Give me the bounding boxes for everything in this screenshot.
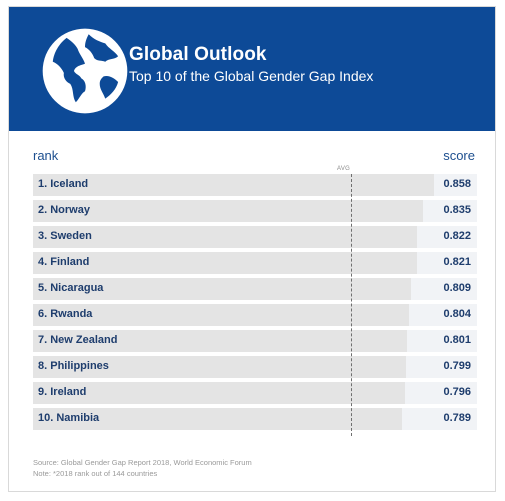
bar-row: 6. Rwanda 0.804 [33,304,477,326]
score-label: 0.821 [443,256,471,268]
source-text: Source: Global Gender Gap Report 2018, W… [33,458,252,467]
bar-row: 10. Namibia 0.789 [33,408,477,430]
score-label: 0.799 [443,360,471,372]
globe-icon [42,28,128,114]
bar [33,330,407,352]
bar-rows: 1. Iceland 0.858 2. Norway 0.835 3. Sweden 0.… [33,174,477,434]
country-label: 10. Namibia [38,412,100,424]
avg-reference-line [351,174,352,436]
bar-row: 7. New Zealand 0.801 [33,330,477,352]
source-footnote: Source: Global Gender Gap Report 2018, W… [33,457,252,479]
country-label: 1. Iceland [38,178,89,190]
score-label: 0.801 [443,334,471,346]
bar-row: 4. Finland 0.821 [33,252,477,274]
bar-row: 3. Sweden 0.822 [33,226,477,248]
bar [33,252,417,274]
bar-row: 8. Philippines 0.799 [33,356,477,378]
country-label: 8. Philippines [38,360,109,372]
score-label: 0.789 [443,412,471,424]
score-label: 0.858 [443,178,471,190]
bar-row: 9. Ireland 0.796 [33,382,477,404]
header-banner: Global Outlook Top 10 of the Global Gend… [9,7,495,131]
bar [33,356,406,378]
bar [33,226,417,248]
avg-label: AVG [337,166,351,172]
country-label: 3. Sweden [38,230,92,242]
country-label: 6. Rwanda [38,308,93,320]
score-label: 0.804 [443,308,471,320]
note-text: Note: *2018 rank out of 144 countries [33,469,158,478]
bar [33,174,434,196]
country-label: 5. Nicaragua [38,282,104,294]
score-label: 0.796 [443,386,471,398]
infographic-card: Global Outlook Top 10 of the Global Gend… [8,6,496,492]
bar-row: 2. Norway 0.835 [33,200,477,222]
country-label: 2. Norway [38,204,90,216]
country-label: 7. New Zealand [38,334,118,346]
rank-column-header: rank [33,148,59,163]
bar-row: 1. Iceland 0.858 [33,174,477,196]
score-label: 0.809 [443,282,471,294]
score-column-header: score [443,148,475,163]
chart-title: Global Outlook [129,44,267,65]
bar [33,278,411,300]
chart-subtitle: Top 10 of the Global Gender Gap Index [129,68,374,84]
bar [33,408,402,430]
bar [33,200,423,222]
bar [33,382,405,404]
score-label: 0.822 [443,230,471,242]
bar-row: 5. Nicaragua 0.809 [33,278,477,300]
bar [33,304,409,326]
country-label: 9. Ireland [38,386,87,398]
country-label: 4. Finland [38,256,90,268]
score-label: 0.835 [443,204,471,216]
